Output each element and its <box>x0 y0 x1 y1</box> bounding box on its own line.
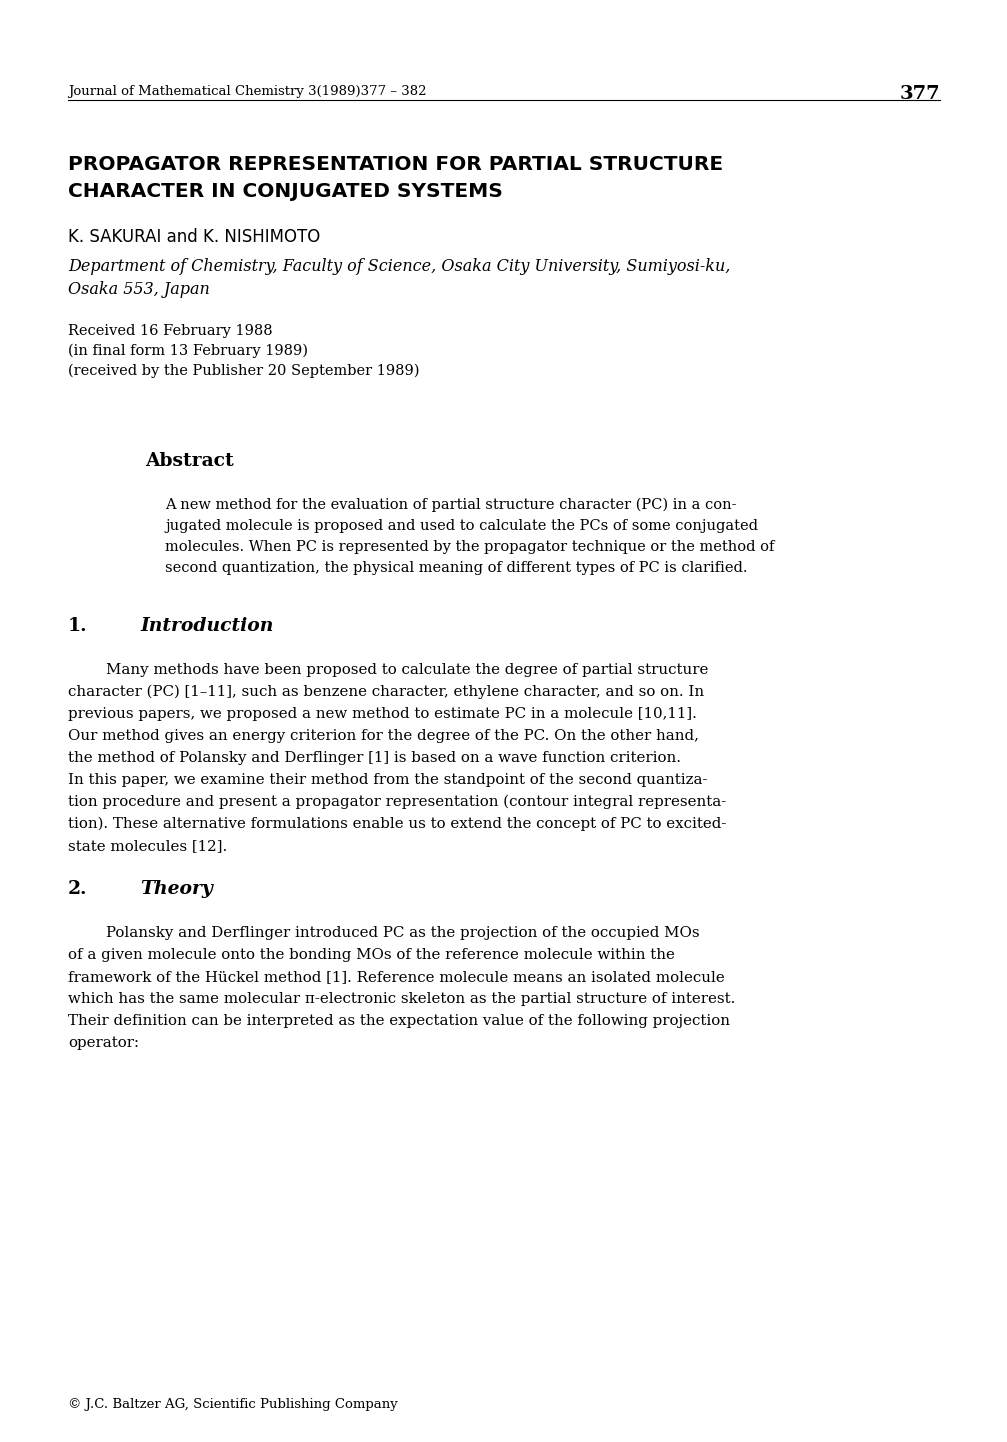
Text: 1.: 1. <box>68 617 88 634</box>
Text: A new method for the evaluation of partial structure character (PC) in a con-: A new method for the evaluation of parti… <box>165 497 736 512</box>
Text: © J.C. Baltzer AG, Scientific Publishing Company: © J.C. Baltzer AG, Scientific Publishing… <box>68 1397 398 1412</box>
Text: Many methods have been proposed to calculate the degree of partial structure: Many methods have been proposed to calcu… <box>68 663 708 676</box>
Text: PROPAGATOR REPRESENTATION FOR PARTIAL STRUCTURE: PROPAGATOR REPRESENTATION FOR PARTIAL ST… <box>68 154 723 174</box>
Text: tion). These alternative formulations enable us to extend the concept of PC to e: tion). These alternative formulations en… <box>68 818 726 832</box>
Text: Introduction: Introduction <box>140 617 273 634</box>
Text: Osaka 553, Japan: Osaka 553, Japan <box>68 281 209 298</box>
Text: second quantization, the physical meaning of different types of PC is clarified.: second quantization, the physical meanin… <box>165 561 747 575</box>
Text: In this paper, we examine their method from the standpoint of the second quantiz: In this paper, we examine their method f… <box>68 773 708 787</box>
Text: (in final form 13 February 1989): (in final form 13 February 1989) <box>68 345 308 359</box>
Text: K. SAKURAI and K. NISHIMOTO: K. SAKURAI and K. NISHIMOTO <box>68 228 320 247</box>
Text: Abstract: Abstract <box>145 451 234 470</box>
Text: Their definition can be interpreted as the expectation value of the following pr: Their definition can be interpreted as t… <box>68 1014 730 1028</box>
Text: character (PC) [1–11], such as benzene character, ethylene character, and so on.: character (PC) [1–11], such as benzene c… <box>68 685 704 699</box>
Text: Received 16 February 1988: Received 16 February 1988 <box>68 324 273 337</box>
Text: Polansky and Derflinger introduced PC as the projection of the occupied MOs: Polansky and Derflinger introduced PC as… <box>68 926 700 940</box>
Text: framework of the Hückel method [1]. Reference molecule means an isolated molecul: framework of the Hückel method [1]. Refe… <box>68 970 725 983</box>
Text: molecules. When PC is represented by the propagator technique or the method of: molecules. When PC is represented by the… <box>165 539 774 554</box>
Text: CHARACTER IN CONJUGATED SYSTEMS: CHARACTER IN CONJUGATED SYSTEMS <box>68 182 502 200</box>
Text: the method of Polansky and Derflinger [1] is based on a wave function criterion.: the method of Polansky and Derflinger [1… <box>68 751 681 766</box>
Text: of a given molecule onto the bonding MOs of the reference molecule within the: of a given molecule onto the bonding MOs… <box>68 947 675 962</box>
Text: previous papers, we proposed a new method to estimate PC in a molecule [10,11].: previous papers, we proposed a new metho… <box>68 707 697 721</box>
Text: (received by the Publisher 20 September 1989): (received by the Publisher 20 September … <box>68 363 420 378</box>
Text: operator:: operator: <box>68 1035 139 1050</box>
Text: jugated molecule is proposed and used to calculate the PCs of some conjugated: jugated molecule is proposed and used to… <box>165 519 758 534</box>
Text: tion procedure and present a propagator representation (contour integral represe: tion procedure and present a propagator … <box>68 795 726 809</box>
Text: 2.: 2. <box>68 880 88 898</box>
Text: Our method gives an energy criterion for the degree of the PC. On the other hand: Our method gives an energy criterion for… <box>68 730 699 743</box>
Text: 377: 377 <box>899 85 940 102</box>
Text: state molecules [12].: state molecules [12]. <box>68 839 228 854</box>
Text: Department of Chemistry, Faculty of Science, Osaka City University, Sumiyosi-ku,: Department of Chemistry, Faculty of Scie… <box>68 258 730 275</box>
Text: Theory: Theory <box>140 880 212 898</box>
Text: which has the same molecular π-electronic skeleton as the partial structure of i: which has the same molecular π-electroni… <box>68 992 735 1007</box>
Text: Journal of Mathematical Chemistry 3(1989)377 – 382: Journal of Mathematical Chemistry 3(1989… <box>68 85 427 98</box>
